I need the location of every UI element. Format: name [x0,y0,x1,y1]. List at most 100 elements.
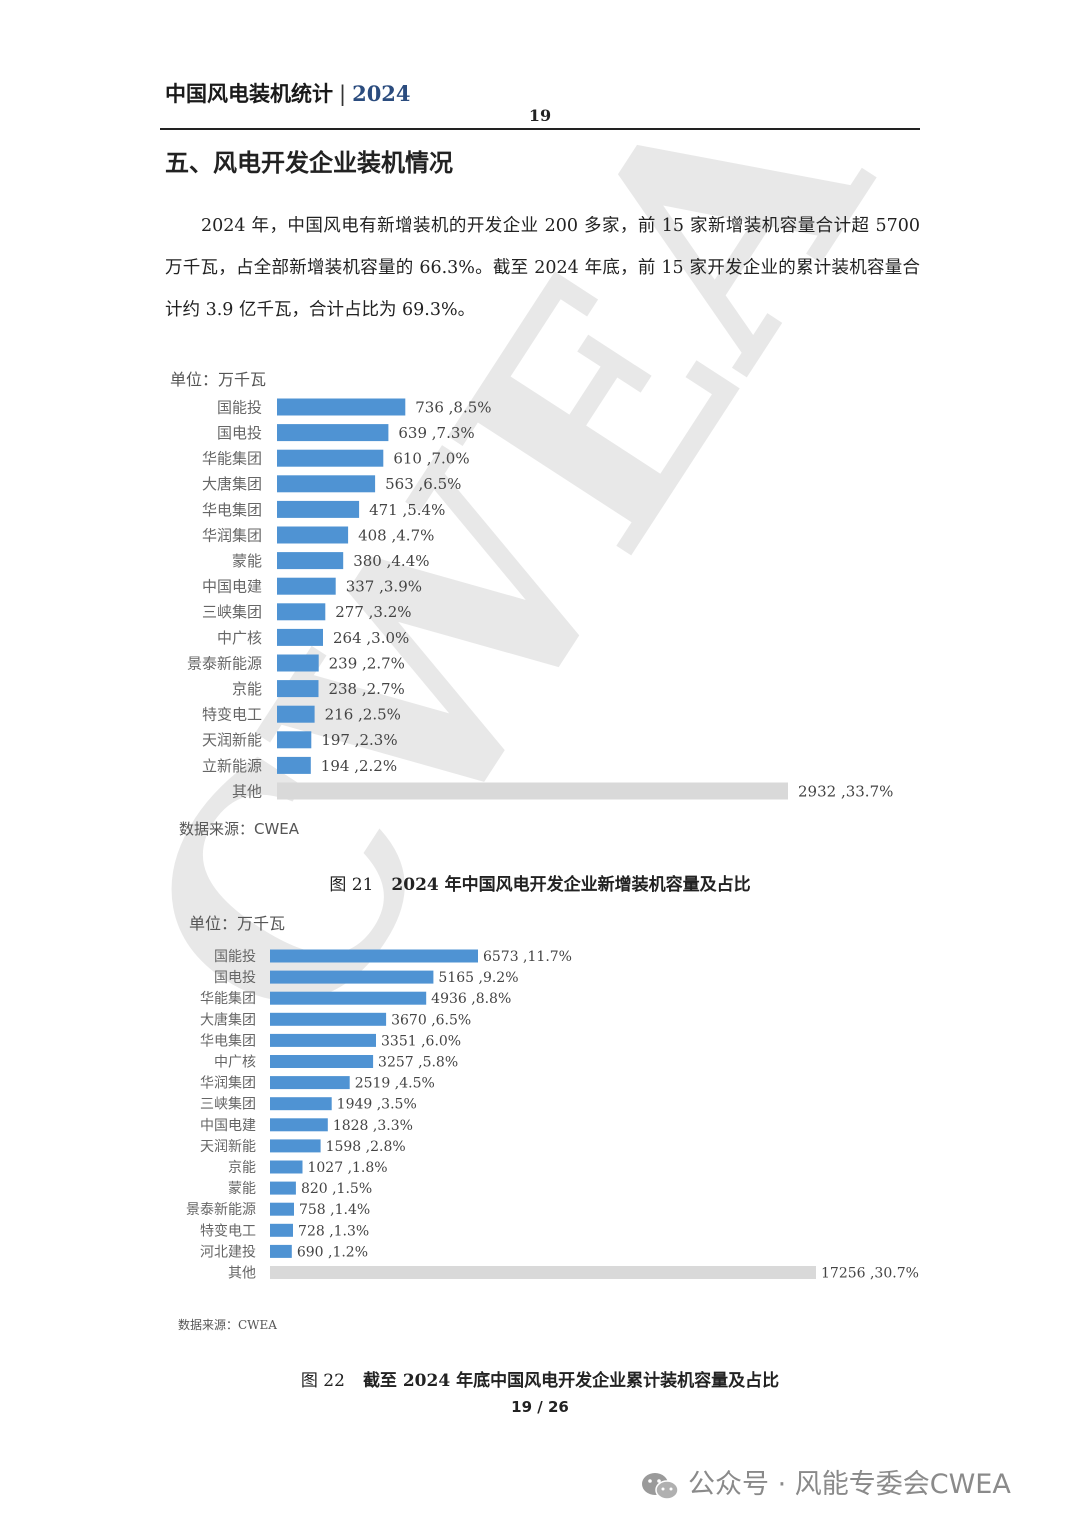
chart1-data-label: 2932 ,33.7% [798,782,893,800]
chart2-category-label: 蒙能 [228,1181,256,1197]
footer-page-indicator: 19 / 26 [511,1398,569,1416]
chart1-data-label: 736 ,8.5% [415,398,491,416]
chart1-data-label: 639 ,7.3% [398,424,474,442]
chart1-category-label: 天润新能 [202,731,262,749]
chart1-bar [277,654,319,672]
chart2-data-label: 690 ,1.2% [297,1244,368,1260]
chart1-caption-number: 图 21 [329,875,374,895]
chart2-category-label: 大唐集团 [200,1011,256,1028]
chart2-caption-text: 截至 2024 年底中国风电开发企业累计装机容量及占比 [362,1371,780,1391]
chart1-bar [277,782,788,800]
chart1-source: 数据来源：CWEA [179,820,300,838]
chart1-caption-text: 2024 年中国风电开发企业新增装机容量及占比 [391,875,751,895]
chart1-bar [277,603,326,621]
chart2-category-label: 国电投 [214,970,256,986]
wechat-watermark-text: 公众号 · 风能专委会CWEA [688,1469,1011,1500]
header-year: 2024 [352,81,411,106]
chart1-bar [277,628,323,646]
chart2-caption: 图 22 截至 2024 年底中国风电开发企业累计装机容量及占比 [200,1366,880,1391]
wechat-icon [642,1472,679,1500]
chart2-data-label: 820 ,1.5% [301,1181,372,1197]
chart2-bar [270,1118,328,1132]
chart2-category-label: 三峡集团 [200,1096,256,1113]
chart1-category-label: 国能投 [217,398,262,416]
chart1-bar [277,552,344,570]
chart1-data-label: 610 ,7.0% [393,450,469,468]
chart1-category-label: 其他 [232,782,262,800]
running-header: 中国风电装机统计 | 2024 [165,78,411,108]
header-title: 中国风电装机统计 [165,82,333,106]
chart2-data-label: 1598 ,2.8% [326,1139,406,1155]
chart1-category-label: 蒙能 [232,552,262,570]
chart2-data-label: 3257 ,5.8% [378,1055,458,1071]
chart1-bar [277,526,349,544]
chart1-category-label: 华润集团 [202,526,262,544]
chart1-data-label: 277 ,3.2% [335,603,411,621]
chart1-category-label: 华能集团 [202,450,262,468]
chart1-data-label: 471 ,5.4% [369,501,445,519]
chart2-bar [270,1223,293,1237]
chart2-bar [270,1097,332,1111]
chart1-data-label: 238 ,2.7% [328,680,404,698]
chart2-data-label: 5165 ,9.2% [438,970,518,986]
chart2-source: 数据来源：CWEA [178,1318,277,1332]
chart1-bar [277,424,389,442]
chart2-data-label: 1949 ,3.5% [337,1097,417,1113]
chart1-bar [277,680,319,698]
chart2-category-label: 华电集团 [200,1032,256,1049]
section-title: 五、风电开发企业装机情况 [165,149,453,177]
chart2-category-label: 特变电工 [200,1223,256,1239]
chart1-bar [277,398,406,416]
chart2-category-label: 景泰新能源 [186,1202,256,1218]
chart1-data-label: 264 ,3.0% [333,629,409,647]
chart2-bar [270,1076,350,1090]
chart1-bar [277,475,376,493]
chart2-bar [270,1055,374,1068]
header-separator: | [339,82,347,106]
body-paragraph: 2024 年，中国风电有新增装机的开发企业 200 多家，前 15 家新增装机容… [165,216,920,320]
chart2-data-label: 1828 ,3.3% [333,1118,413,1134]
chart1-bar [277,731,312,749]
chart2-bar [270,970,434,984]
chart2-caption-number: 图 22 [300,1371,345,1391]
chart2-bar [270,1244,292,1258]
chart1-data-label: 408 ,4.7% [358,526,434,544]
chart1-bar [277,500,360,518]
chart2-category-label: 其他 [228,1266,256,1282]
chart1-data-label: 337 ,3.9% [346,578,422,596]
chart1-data-label: 380 ,4.4% [353,552,429,570]
chart1-caption: 图 21 2024 年中国风电开发企业新增装机容量及占比 [200,870,880,895]
chart2-bar-chart: 国能投 6573 ,11.7% 国电投 5165 ,9.2% 华能集团 4936 ,8.8… [186,949,919,1282]
chart1-data-label: 239 ,2.7% [329,654,405,672]
chart2-unit-label: 单位：万千瓦 [189,914,286,933]
header-rule [160,128,920,130]
chart1-category-label: 立新能源 [202,757,262,775]
chart2-data-label: 758 ,1.4% [299,1202,370,1218]
chart1-category-label: 大唐集团 [202,475,262,493]
chart2-data-label: 6573 ,11.7% [483,949,572,965]
chart2-bar [270,1181,296,1195]
chart2-category-label: 河北建投 [200,1244,256,1260]
chart1-data-label: 563 ,6.5% [385,475,461,493]
chart1-unit-label: 单位：万千瓦 [170,370,267,389]
chart1-category-label: 中广核 [217,629,262,647]
chart2-data-label: 1027 ,1.8% [307,1160,387,1176]
chart1-category-label: 特变电工 [202,706,262,724]
chart2-bar [270,991,427,1005]
chart1-bar [277,705,315,723]
chart2-category-label: 天润新能 [200,1139,256,1155]
chart2-bar [270,1012,387,1026]
chart2-bar [270,1139,321,1153]
chart2-bar [270,1202,294,1216]
chart2-category-label: 中国电建 [200,1118,256,1134]
chart2-data-label: 17256 ,30.7% [821,1266,919,1282]
chart2-category-label: 华能集团 [200,990,256,1007]
chart2-category-label: 中广核 [214,1055,256,1071]
chart1-category-label: 景泰新能源 [187,654,262,672]
chart1-category-label: 华电集团 [202,501,262,519]
chart1-data-label: 197 ,2.3% [321,731,397,749]
chart1-data-label: 216 ,2.5% [325,706,401,724]
wechat-watermark: 公众号 · 风能专委会CWEA [640,1462,1011,1501]
chart2-data-label: 4936 ,8.8% [431,991,511,1007]
